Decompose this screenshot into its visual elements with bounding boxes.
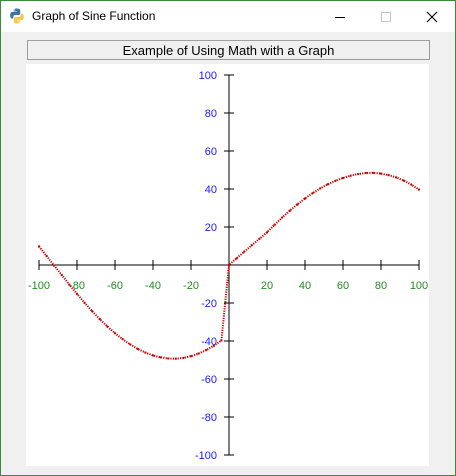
maximize-icon <box>381 11 391 22</box>
title-bar[interactable]: Graph of Sine Function <box>1 1 455 32</box>
sine-curve <box>38 171 420 360</box>
x-tick-label: -100 <box>28 280 50 292</box>
graph-caption-label: Example of Using Math with a Graph <box>27 40 430 60</box>
x-tick-label: 100 <box>410 280 428 292</box>
y-tick-label: 20 <box>205 222 217 234</box>
x-tick-label: 60 <box>337 280 349 292</box>
y-tick-label: 60 <box>205 146 217 158</box>
curve-point <box>205 349 208 352</box>
curve-point <box>402 179 405 182</box>
y-tick-label: 100 <box>199 70 217 82</box>
y-tick-label: 80 <box>205 108 217 120</box>
curve-point <box>235 257 238 260</box>
y-tick-label: -60 <box>201 374 217 386</box>
curve-line <box>38 171 420 360</box>
curve-point <box>136 347 139 350</box>
y-tick-label: -80 <box>201 412 217 424</box>
python-icon <box>10 8 24 24</box>
x-tick-label: 80 <box>375 280 387 292</box>
caption-text: Example of Using Math with a Graph <box>122 42 335 58</box>
sine-chart: -100 -80 -60 -40 -20 20 40 60 80 100 100 80 60 40 20 -2… <box>28 70 428 462</box>
x-tick-label: -80 <box>69 280 85 292</box>
curve-point <box>38 245 40 248</box>
curve-point <box>342 176 344 179</box>
x-tick-label: -60 <box>107 280 123 292</box>
curve-point <box>91 310 94 313</box>
y-tick-label: 40 <box>205 184 217 196</box>
curve-point <box>304 197 306 200</box>
minimize-button[interactable] <box>317 1 363 32</box>
close-icon <box>426 11 438 22</box>
x-tick-label: 40 <box>299 280 311 292</box>
x-tick-label: -20 <box>183 280 199 292</box>
x-tick-label: 20 <box>261 280 273 292</box>
curve-point <box>311 192 314 195</box>
maximize-button[interactable] <box>363 1 409 32</box>
curve-point <box>380 172 382 175</box>
curve-point <box>98 318 101 321</box>
curve-point <box>372 171 375 174</box>
graph-canvas: -100 -80 -60 -40 -20 20 40 60 80 100 100 80 60 40 20 -2… <box>26 64 429 466</box>
curve-point <box>273 223 276 226</box>
axes: -100 -80 -60 -40 -20 20 40 60 80 100 100 80 60 40 20 -2… <box>28 70 428 462</box>
minimize-icon <box>335 16 345 18</box>
y-tick-label: -20 <box>201 298 217 310</box>
curve-point <box>228 264 230 266</box>
curve-point <box>106 325 109 328</box>
x-tick-label: -40 <box>145 280 161 292</box>
curve-point <box>364 172 367 175</box>
curve-point <box>159 356 162 359</box>
window-title: Graph of Sine Function <box>32 9 156 23</box>
curve-point <box>288 209 291 212</box>
y-tick-label: -100 <box>195 450 217 462</box>
curve-point <box>296 203 299 206</box>
curve-point <box>190 355 192 358</box>
curve-point <box>326 183 329 186</box>
curve-point <box>152 354 154 357</box>
close-button[interactable] <box>409 1 455 32</box>
